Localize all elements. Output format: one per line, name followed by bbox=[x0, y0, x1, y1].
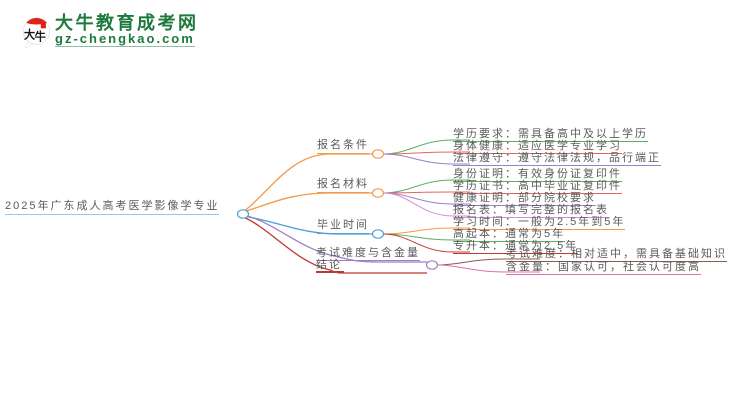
svg-text:牛: 牛 bbox=[35, 30, 46, 44]
